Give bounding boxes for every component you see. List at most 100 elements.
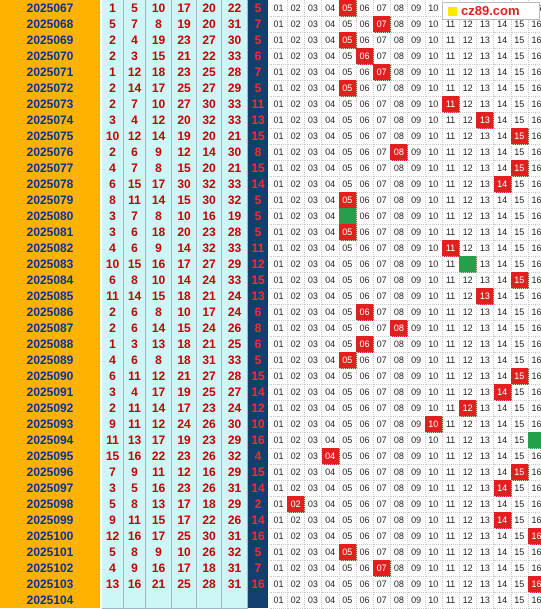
- trend-cell: 11: [442, 352, 460, 369]
- trend-cell: 16: [528, 16, 541, 33]
- trend-cell: 15: [510, 304, 529, 321]
- table-row: 2025093 9 11 12 24 26 30 10 01 02 03 04 05 06 07 08 09 10…: [0, 416, 541, 433]
- trend-cell: 04: [321, 112, 340, 129]
- trend-cell: 05: [338, 320, 357, 337]
- blue-ball-cell: 14: [248, 480, 268, 496]
- red-ball-cell: 23: [172, 480, 197, 497]
- trend-cell: 10: [424, 544, 443, 561]
- red-ball-cell: 27: [222, 384, 248, 401]
- trend-cell: 08: [390, 0, 409, 17]
- trend-cell: 04: [321, 256, 340, 273]
- trend-cell: 09: [407, 432, 426, 449]
- trend-cell: 04: [321, 80, 340, 97]
- red-ball-cell: 3: [102, 112, 124, 129]
- blue-ball-cell: 5: [248, 0, 268, 16]
- red-ball-cell: 28: [222, 224, 248, 241]
- trend-cell: 07: [373, 32, 392, 49]
- red-ball-cell: 24: [222, 288, 248, 305]
- trend-cell: 08: [390, 496, 409, 513]
- trend-cell: 09: [407, 128, 426, 145]
- red-ball-cell: 8: [102, 192, 124, 209]
- table-row: 2025070 2 3 15 21 22 33 6 01 02 03 04 05 06 07 08 09 10 11…: [0, 48, 541, 65]
- trend-cell: 14: [493, 416, 512, 433]
- trend-hit-cell: 15: [510, 464, 529, 481]
- trend-cell: 14: [493, 128, 512, 145]
- trend-cell: 01: [270, 288, 288, 305]
- trend-cell: 10: [424, 240, 443, 257]
- trend-cell: 10: [424, 560, 443, 577]
- trend-cell: 09: [407, 528, 426, 545]
- trend-cell: 10: [424, 112, 443, 129]
- red-ball-cell: 29: [222, 80, 248, 97]
- blue-ball-cell: 6: [248, 304, 268, 320]
- trend-cell: 15: [510, 400, 529, 417]
- blue-ball-cell: 7: [248, 64, 268, 80]
- table-row: 2025102 4 9 16 17 18 31 7 01 02 03 04 05 06 07 08 09 10 11…: [0, 560, 541, 577]
- trend-cell: 15: [510, 240, 529, 257]
- trend-cell: 15: [510, 448, 529, 465]
- trend-cell: 07: [373, 304, 392, 321]
- trend-cell: 10: [424, 256, 443, 273]
- table-row: 2025076 2 6 9 12 14 30 8 01 02 03 04 05 06 07 08 09 10 11 1…: [0, 144, 541, 161]
- trend-cell: 01: [270, 416, 288, 433]
- trend-cell: 06: [356, 240, 374, 257]
- trend-cell: 06: [356, 432, 374, 449]
- trend-cell: 01: [270, 368, 288, 385]
- issue-number: 2025103: [0, 576, 100, 593]
- trend-cell: 04: [321, 144, 340, 161]
- trend-cell: 06: [356, 560, 374, 577]
- trend-cell: 10: [424, 176, 443, 193]
- red-ball-cell: 9: [124, 464, 146, 481]
- red-ball-cell: 21: [172, 368, 197, 385]
- trend-cell: 10: [424, 208, 443, 225]
- trend-cell: 06: [356, 272, 374, 289]
- red-ball-cell: 3: [102, 384, 124, 401]
- trend-cell: 08: [390, 512, 409, 529]
- trend-hit-cell: 14: [493, 480, 512, 497]
- trend-cell: 10: [424, 64, 443, 81]
- trend-cell: 12: [459, 224, 478, 241]
- red-ball-cell: 21: [172, 48, 197, 65]
- trend-cell: 16: [528, 592, 541, 609]
- red-ball-cell: 29: [222, 496, 248, 513]
- trend-cell: 01: [270, 224, 288, 241]
- trend-cell: 08: [390, 96, 409, 113]
- trend-cell: 11: [442, 320, 460, 337]
- trend-cell: 06: [356, 384, 374, 401]
- red-ball-cell: 15: [124, 256, 146, 273]
- red-ball-cell: 14: [146, 400, 172, 417]
- trend-cell: 15: [510, 480, 529, 497]
- trend-hit-cell: 08: [390, 144, 409, 161]
- trend-cell: 16: [528, 176, 541, 193]
- blue-ball-cell: 15: [248, 464, 268, 480]
- trend-cell: 05: [338, 112, 357, 129]
- red-ball-cell: 17: [172, 400, 197, 417]
- trend-cell: 13: [476, 128, 495, 145]
- trend-cell: 07: [373, 528, 392, 545]
- trend-cell: 12: [459, 240, 478, 257]
- red-ball-cell: 7: [124, 208, 146, 225]
- trend-cell: 16: [528, 448, 541, 465]
- red-ball-cell: 15: [102, 448, 124, 465]
- trend-cell: 15: [510, 352, 529, 369]
- red-ball-cell: 17: [146, 528, 172, 545]
- red-ball-cell: 3: [124, 48, 146, 65]
- trend-cell: 03: [304, 112, 323, 129]
- issue-number: 2025087: [0, 320, 100, 337]
- trend-cell: 13: [476, 560, 495, 577]
- trend-cell: 06: [356, 256, 374, 273]
- blue-ball-cell: 16: [248, 432, 268, 448]
- trend-cell: 09: [407, 48, 426, 65]
- issue-number: 2025098: [0, 496, 100, 513]
- trend-cell: 09: [407, 304, 426, 321]
- blue-ball-cell: 7: [248, 560, 268, 576]
- trend-cell: 01: [270, 192, 288, 209]
- issue-number: 2025075: [0, 128, 100, 145]
- trend-cell: 02: [287, 384, 306, 401]
- trend-cell: 06: [356, 80, 374, 97]
- trend-cell: 04: [321, 208, 340, 225]
- trend-cell: 08: [390, 304, 409, 321]
- trend-cell: 08: [390, 64, 409, 81]
- blue-ball-cell: 7: [248, 16, 268, 32]
- red-ball-cell: 32: [197, 112, 222, 129]
